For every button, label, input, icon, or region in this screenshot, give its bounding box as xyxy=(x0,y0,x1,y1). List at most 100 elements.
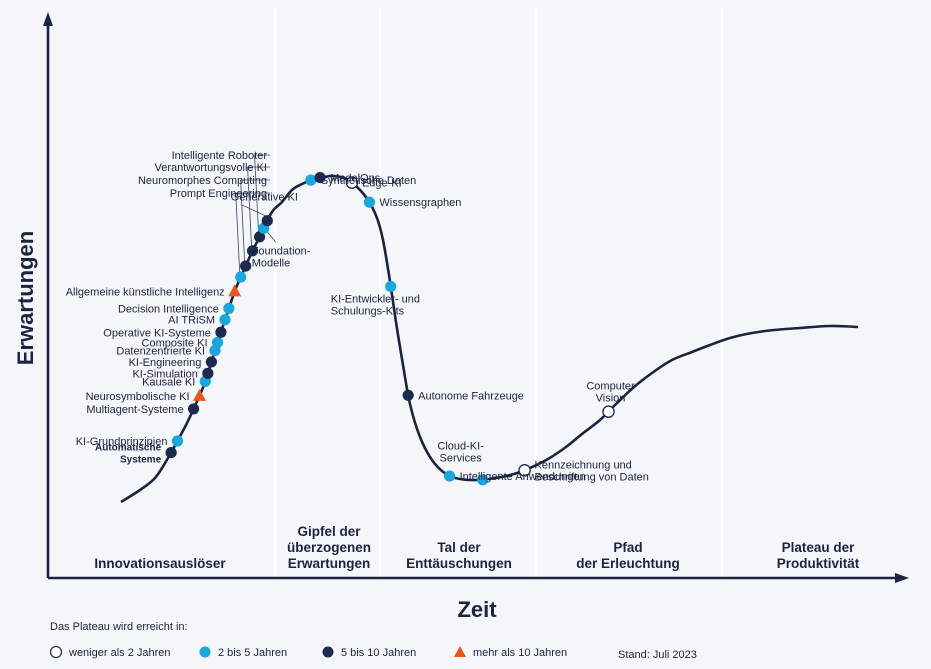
label-line: KI-Entwickler- und xyxy=(331,293,420,305)
label-composite-ki: Composite KI xyxy=(142,338,208,350)
label-neurosymbolische-ki: Neurosymbolische KI xyxy=(86,391,190,403)
label-neuromorphes-computing: Neuromorphes Computing xyxy=(138,175,267,187)
label-line: KI-Engineering xyxy=(129,357,202,369)
marker-intelligente-roboter xyxy=(253,231,266,243)
label-automatische-systeme: Automatische Systeme xyxy=(95,443,162,466)
marker-generative-ki xyxy=(261,215,273,227)
technology-labels: Automatische SystemeKI-GrundprinzipienMul… xyxy=(66,150,649,483)
label-decision-intelligence: Decision Intelligence xyxy=(118,303,219,315)
label-leader-lines xyxy=(235,154,277,274)
label-intelligente-anwendungen: Intelligente Anwendungen xyxy=(460,471,586,483)
label-line: KI-Grundprinzipien xyxy=(76,436,168,448)
label-operative-ki-systeme: Operative KI-Systeme xyxy=(103,327,211,339)
label-line: Foundation- xyxy=(252,245,311,257)
leader-intelligente-roboter xyxy=(254,154,270,233)
label-line: Composite KI xyxy=(142,338,208,350)
legend-label: 5 bis 10 Jahren xyxy=(341,647,416,659)
label-autonome-fahrzeuge: Autonome Fahrzeuge xyxy=(418,390,524,402)
marker-neurosymbolische-ki-triangle xyxy=(193,388,207,401)
label-ki-simulation: KI-Simulation xyxy=(132,368,197,380)
label-cloud-ki-services: Cloud-KI-Services xyxy=(437,441,484,465)
label-line: AI TRiSM xyxy=(168,315,215,327)
legend-marker-5-bis-10-jahren xyxy=(322,646,334,658)
phase-label: Produktivität xyxy=(777,556,860,571)
legend-marker-weniger-als-2-jahren xyxy=(49,645,63,659)
label-kausale-ki: Kausale KI xyxy=(142,376,195,388)
leader-verantwortungsvolle-ki xyxy=(247,166,270,247)
legend-label: 2 bis 5 Jahren xyxy=(218,647,287,659)
marker-decision-intelligence xyxy=(223,302,235,314)
marker-operative-ki-systeme xyxy=(215,326,227,338)
marker-wissensgraphen xyxy=(363,196,376,208)
phase-label: Gipfel der xyxy=(297,524,361,539)
marker-synthetische-daten xyxy=(305,174,317,186)
label-edge-ki: Edge-KI xyxy=(362,178,402,190)
marker-neuromorphes-computing xyxy=(240,260,252,272)
label-line: Multiagent-Systeme xyxy=(86,404,183,416)
marker-automatische-systeme xyxy=(165,446,177,459)
marker-intelligente-anwendungen xyxy=(443,470,456,482)
label-line: Neurosymbolische KI xyxy=(86,391,190,403)
label-line: Vision xyxy=(596,393,626,405)
phase-label: Tal der xyxy=(437,540,481,555)
legend-title: Das Plateau wird erreicht in: xyxy=(50,621,188,633)
marker-prompt-engineering xyxy=(235,271,247,283)
label-line: Automatische xyxy=(95,443,162,454)
label-allgemeine-kuenstliche-intelligenz: Allgemeine künstliche Intelligenz xyxy=(66,286,225,298)
marker-autonome-fahrzeuge xyxy=(402,389,414,401)
y-axis-arrow-icon xyxy=(43,12,53,26)
phase-label: Pfad xyxy=(613,540,642,555)
label-ki-entwickler-und-schulungs-kits: KI-Entwickler- und Schulungs-Kits xyxy=(331,293,420,317)
legend-marker-triangle xyxy=(454,646,466,657)
label-line: Systeme xyxy=(120,455,162,466)
phase-label: überzogenen xyxy=(287,540,371,555)
legend-date: Stand: Juli 2023 xyxy=(618,649,697,661)
label-line: Schulungs-Kits xyxy=(331,305,405,317)
label-line: Kausale KI xyxy=(142,376,195,388)
label-foundation-modelle: Foundation-Modelle xyxy=(252,245,311,269)
marker-multiagent-systeme xyxy=(187,403,200,415)
label-line: Cloud-KI- xyxy=(437,441,484,453)
marker-verantwortungsvolle-ki xyxy=(246,245,259,257)
label-line: Datenzentrierte KI xyxy=(116,346,205,358)
axes: Erwartungen Zeit xyxy=(13,12,909,622)
marker-kennzeichnung-und-beschriftung-von-daten xyxy=(518,464,531,477)
label-prompt-engineering: Prompt Engineering xyxy=(170,188,267,200)
x-axis-arrow-icon xyxy=(895,573,909,583)
label-line: Wissensgraphen xyxy=(379,197,461,209)
label-line: Modelle xyxy=(252,257,291,269)
leader-foundation-modelle xyxy=(267,232,277,243)
label-kennzeichnung-und-beschriftung-von-daten: Kennzeichnung und Beschriftung von Daten xyxy=(535,459,649,483)
legend-label: mehr als 10 Jahren xyxy=(473,647,567,659)
label-line: KI-Simulation xyxy=(132,368,197,380)
y-axis-title: Erwartungen xyxy=(13,231,38,365)
label-line: Services xyxy=(440,453,483,465)
marker-ai-trism xyxy=(219,314,231,326)
marker-cloud-ki-services xyxy=(477,474,489,486)
leader-neuromorphes-computing xyxy=(240,179,270,263)
label-datenzentrierte-ki: Datenzentrierte KI xyxy=(116,346,205,358)
label-computer-vision: Computer Vision xyxy=(586,381,635,405)
label-line: Intelligente Anwendungen xyxy=(460,471,586,483)
x-axis-title: Zeit xyxy=(457,597,497,622)
phase-label: Erwartungen xyxy=(288,556,371,571)
leader-generative-ki xyxy=(241,204,266,217)
technology-markers xyxy=(165,171,615,486)
label-ki-engineering: KI-Engineering xyxy=(129,357,202,369)
marker-edge-ki xyxy=(345,176,359,189)
label-ai-trism: AI TRiSM xyxy=(168,315,215,327)
label-line: Synthetische Daten xyxy=(321,175,416,187)
label-line: Allgemeine künstliche Intelligenz xyxy=(66,286,225,298)
marker-ki-entwickler-und-schulungs-kits xyxy=(385,280,397,293)
label-line: Generative KI xyxy=(231,192,298,204)
phase-labels: Innovationsauslöser Gipfel derüberzogenen… xyxy=(94,524,859,571)
marker-ki-grundprinzipien xyxy=(171,435,184,447)
label-line: Edge-KI xyxy=(362,178,402,190)
label-line: Neuromorphes Computing xyxy=(138,175,267,187)
label-line: Verantwortungsvolle KI xyxy=(154,162,267,174)
marker-modelops xyxy=(314,171,326,184)
label-line: Autonome Fahrzeuge xyxy=(418,390,524,402)
marker-ki-engineering xyxy=(205,356,217,368)
label-line: Kennzeichnung und xyxy=(535,459,632,471)
